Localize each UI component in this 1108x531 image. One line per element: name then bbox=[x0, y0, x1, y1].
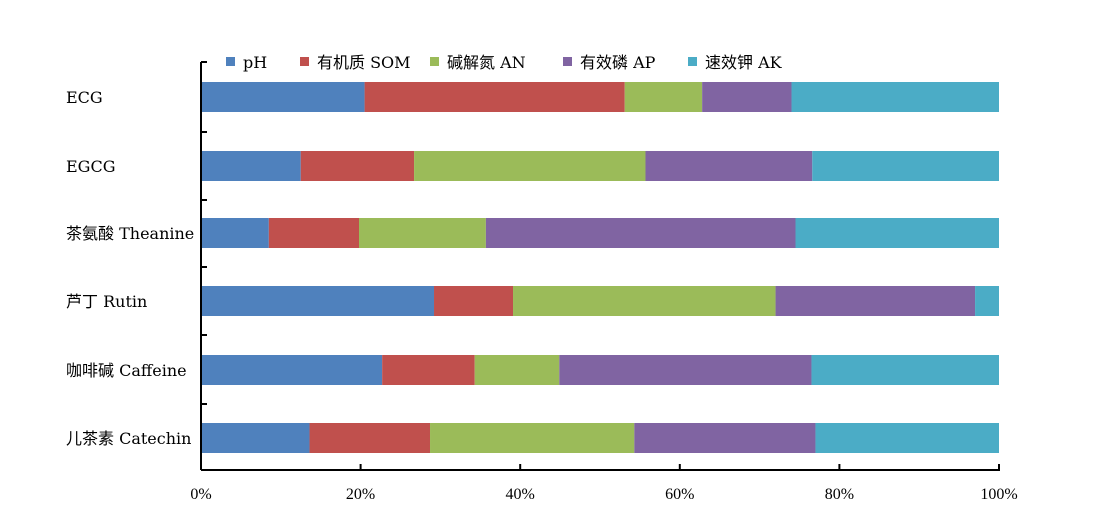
x-tick-label: 20% bbox=[346, 486, 375, 503]
bar-segment-3-row-3 bbox=[775, 286, 976, 316]
category-label: 咖啡碱 Caffeine bbox=[66, 361, 187, 380]
bar-segment-3-row-1 bbox=[645, 151, 813, 181]
legend-swatch bbox=[563, 57, 572, 66]
bar-segment-2-row-2 bbox=[359, 218, 486, 248]
bar-segment-4-row-1 bbox=[812, 151, 999, 181]
bar-segment-1-row-5 bbox=[309, 423, 431, 453]
bar-segment-4-row-2 bbox=[795, 218, 999, 248]
axes bbox=[200, 61, 1000, 471]
legend-swatch bbox=[688, 57, 697, 66]
legend-label: pH bbox=[243, 53, 267, 72]
bar-segment-2-row-3 bbox=[513, 286, 776, 316]
legend-label: 碱解氮 AN bbox=[447, 53, 526, 72]
x-tick-label: 40% bbox=[506, 486, 535, 503]
bar-segment-1-row-1 bbox=[300, 151, 415, 181]
category-label: EGCG bbox=[66, 157, 115, 176]
bar-segment-2-row-5 bbox=[430, 423, 635, 453]
x-tick-label: 60% bbox=[665, 486, 694, 503]
bar-segment-0-row-3 bbox=[201, 286, 435, 316]
bar-segment-4-row-4 bbox=[811, 355, 999, 385]
bar-segment-3-row-2 bbox=[485, 218, 796, 248]
bar-segment-1-row-4 bbox=[382, 355, 475, 385]
bar-segment-0-row-1 bbox=[201, 151, 301, 181]
bar-segment-0-row-4 bbox=[201, 355, 383, 385]
bar-segment-1-row-3 bbox=[434, 286, 514, 316]
bar-segment-0-row-5 bbox=[201, 423, 310, 453]
x-tick-label: 100% bbox=[980, 486, 1017, 503]
category-label: ECG bbox=[66, 88, 103, 107]
legend-label: 速效钾 AK bbox=[705, 53, 783, 72]
x-tick-labels: 0% 20% 40% 60% 80% 100% bbox=[190, 486, 1017, 503]
legend-swatch bbox=[226, 57, 235, 66]
category-labels: ECG EGCG 茶氨酸 Theanine 芦丁 Rutin 咖啡碱 Caffeine 儿… bbox=[66, 88, 194, 448]
x-tick-label: 0% bbox=[190, 486, 211, 503]
bar-segment-2-row-1 bbox=[414, 151, 646, 181]
bar-segment-0-row-0 bbox=[201, 82, 365, 112]
bar-segment-3-row-0 bbox=[702, 82, 792, 112]
x-tick-label: 80% bbox=[825, 486, 854, 503]
bar-segment-1-row-0 bbox=[364, 82, 625, 112]
bar-segment-3-row-5 bbox=[634, 423, 816, 453]
bars bbox=[201, 82, 999, 453]
legend-swatch bbox=[430, 57, 439, 66]
legend: pH 有机质 SOM 碱解氮 AN 有效磷 AP 速效钾 AK bbox=[226, 53, 783, 72]
bar-segment-2-row-0 bbox=[624, 82, 703, 112]
bar-segment-0-row-2 bbox=[201, 218, 269, 248]
category-label: 儿茶素 Catechin bbox=[66, 429, 191, 448]
legend-label: 有效磷 AP bbox=[580, 53, 656, 72]
category-label: 芦丁 Rutin bbox=[66, 292, 147, 311]
legend-label: 有机质 SOM bbox=[317, 53, 411, 72]
bar-segment-3-row-4 bbox=[559, 355, 812, 385]
bar-segment-4-row-0 bbox=[791, 82, 999, 112]
category-label: 茶氨酸 Theanine bbox=[66, 224, 194, 243]
legend-swatch bbox=[300, 57, 309, 66]
bar-segment-4-row-3 bbox=[975, 286, 999, 316]
bar-segment-2-row-4 bbox=[474, 355, 560, 385]
bar-segment-1-row-2 bbox=[268, 218, 360, 248]
bar-segment-4-row-5 bbox=[815, 423, 999, 453]
